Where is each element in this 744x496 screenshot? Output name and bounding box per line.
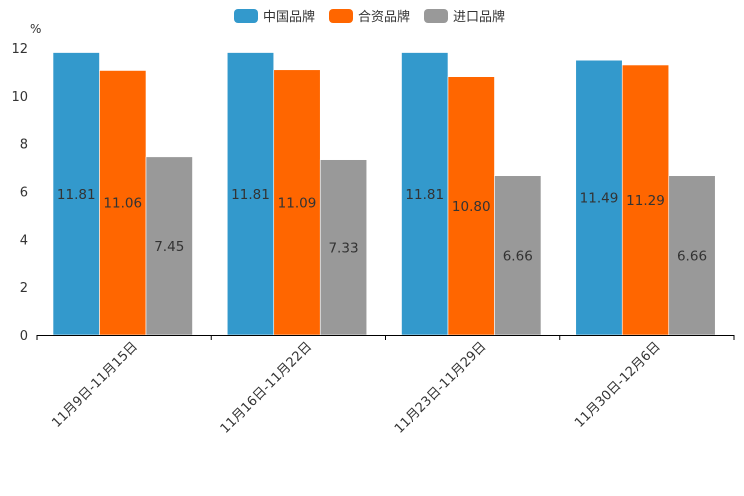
legend-swatch-2: [329, 9, 353, 23]
data-label: 6.66: [503, 248, 533, 264]
y-tick-label: 10: [11, 90, 28, 105]
data-label: 11.81: [405, 187, 444, 203]
bar-series2-cat3: [447, 76, 495, 336]
legend-swatch-3: [424, 9, 448, 23]
data-label: 7.45: [154, 239, 184, 255]
legend-label-1: 中国品牌: [263, 9, 315, 25]
bar-series1-cat4: [575, 59, 623, 336]
y-tick-label: 0: [20, 329, 28, 344]
x-tick-label: 11月30日-12月6日: [572, 339, 664, 431]
bars: [52, 52, 716, 336]
data-label: 11.06: [103, 196, 142, 212]
bar-series1-cat2: [226, 52, 275, 336]
data-label: 11.09: [278, 195, 317, 211]
bar-series1-cat1: [52, 52, 100, 336]
y-tick-label: 6: [20, 186, 28, 201]
bar-series3-cat1: [145, 156, 193, 336]
legend-swatch-1: [234, 9, 258, 23]
data-label: 11.29: [626, 193, 665, 209]
y-axis-unit-label: %: [30, 22, 41, 36]
x-tick-label: 11月16日-11月22日: [218, 339, 315, 436]
y-tick-label: 8: [20, 138, 28, 153]
data-labels: 11.81 11.06 7.45 11.81 11.09 7.33 11.81 10.80 6.…: [57, 187, 707, 265]
y-tick-label: 4: [20, 233, 28, 248]
bar-series2-cat1: [99, 70, 147, 336]
data-label: 11.49: [580, 191, 619, 207]
legend-label-3: 进口品牌: [453, 9, 505, 25]
data-label: 10.80: [452, 199, 491, 215]
x-tick-label: 11月23日-11月29日: [392, 339, 489, 436]
x-axis: 11月9日-11月15日 11月16日-11月22日 11月23日-11月29日 11…: [36, 335, 735, 437]
y-tick-label: 2: [20, 281, 28, 296]
data-label: 11.81: [57, 187, 96, 203]
y-tick-label: 12: [11, 42, 28, 57]
bar-series3-cat4: [668, 175, 716, 336]
data-label: 11.81: [231, 187, 270, 203]
x-tick-label: 11月9日-11月15日: [49, 339, 141, 431]
bar-series3-cat2: [319, 159, 368, 336]
data-label: 6.66: [677, 248, 707, 264]
y-axis: 0 2 4 6 8 10 12: [11, 42, 28, 344]
legend: 中国品牌 合资品牌 进口品牌: [234, 9, 505, 25]
legend-label-2: 合资品牌: [358, 9, 410, 25]
bar-series2-cat2: [273, 69, 321, 336]
data-label: 7.33: [328, 240, 358, 256]
